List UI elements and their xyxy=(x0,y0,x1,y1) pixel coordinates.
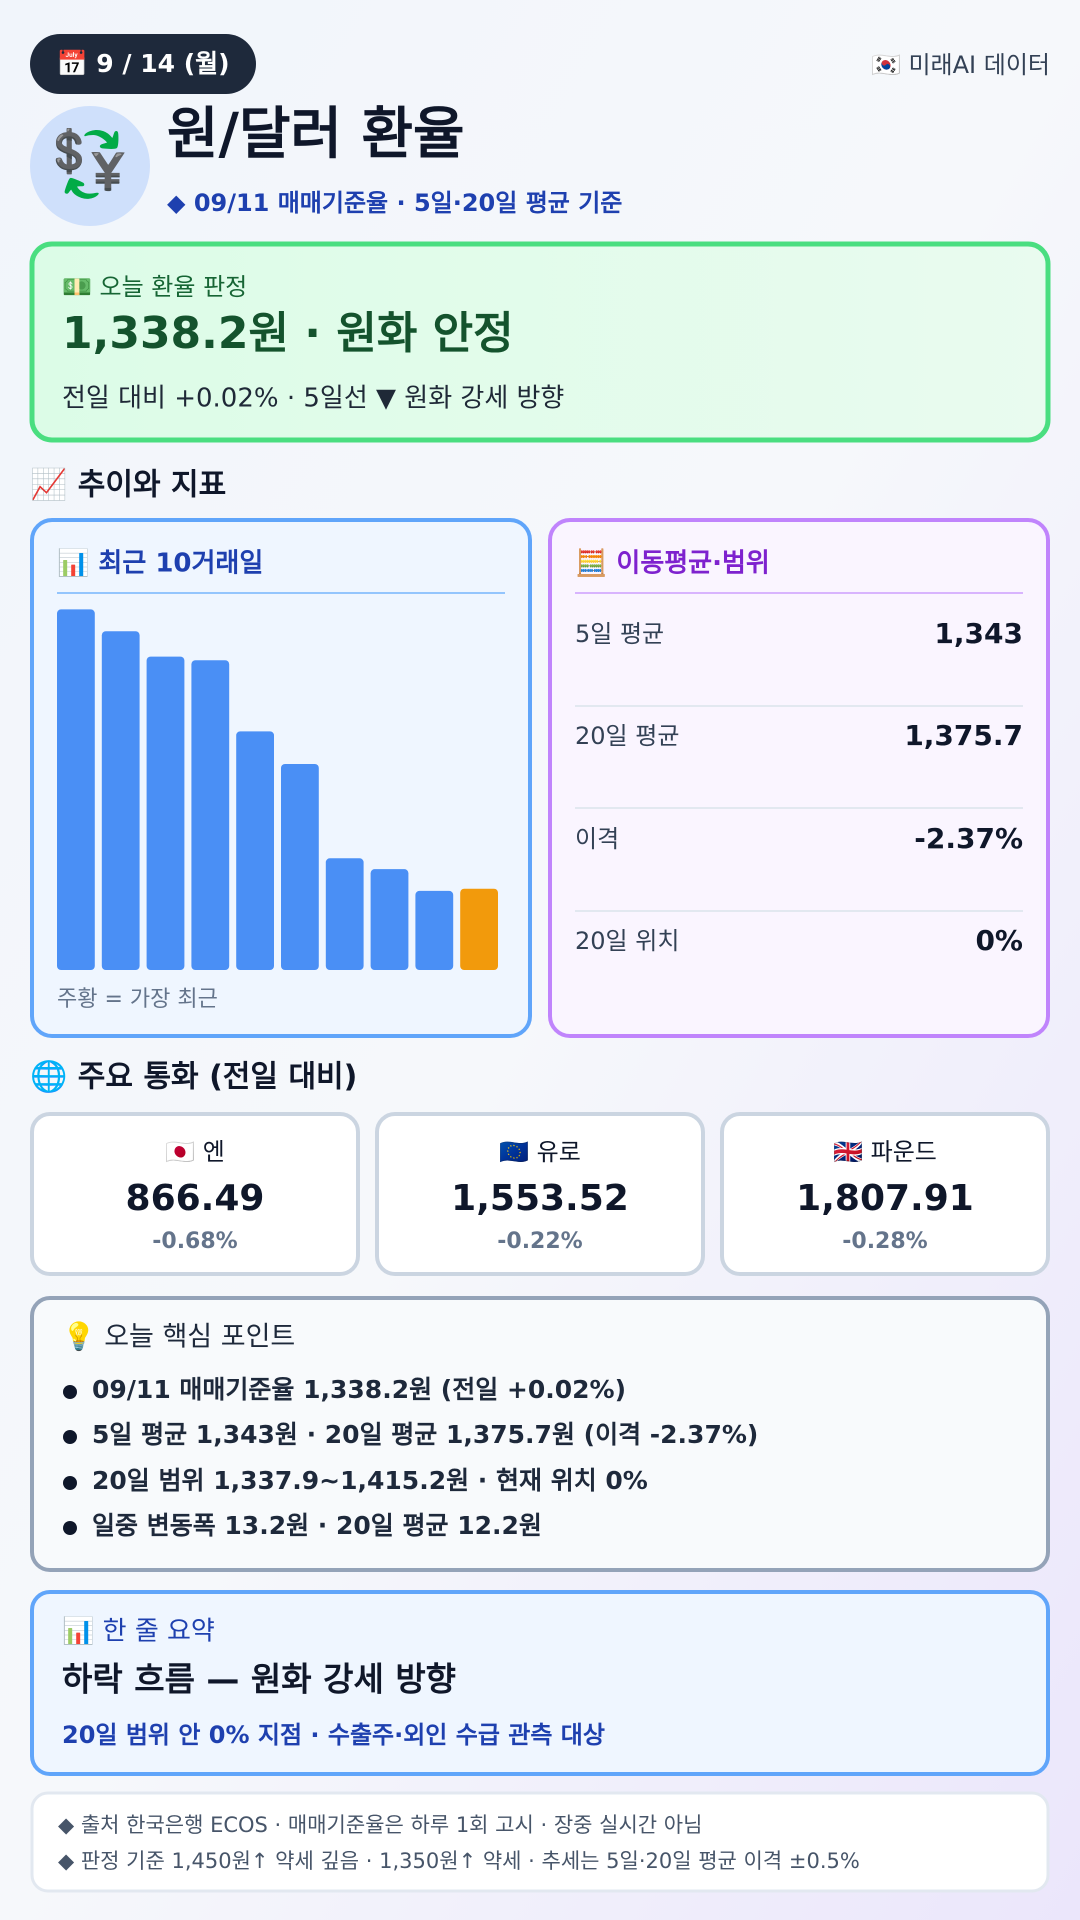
date: 📅 9 / 14 (월) xyxy=(56,49,229,78)
bullet xyxy=(63,1385,77,1399)
bar xyxy=(191,660,230,970)
summary-detail: 20일 범위 안 0% 지점 · 수출주·외인 수급 관측 대상 xyxy=(62,1721,605,1749)
verdict-label: 💵 오늘 환율 판정 xyxy=(62,273,247,301)
date-pill xyxy=(30,34,256,94)
currency-value: 1,807.91 xyxy=(796,1178,974,1219)
ma-label: 5일 평균 xyxy=(575,620,664,648)
ma-value: 1,375.7 xyxy=(904,719,1023,752)
ma-title: 🧮 이동평균·범위 xyxy=(575,548,770,579)
currency-name: 🇪🇺 유로 xyxy=(499,1138,581,1166)
footer-line: ◆ 판정 기준 1,450원↑ 약세 깊음 · 1,350원↑ 약세 · 추세는… xyxy=(58,1849,860,1873)
footer-line: ◆ 출처 한국은행 ECOS · 매매기준율은 하루 1회 고시 · 장중 실시… xyxy=(58,1813,702,1837)
subtitle: ◆ 09/11 매매기준율 · 5일·20일 평균 기준 xyxy=(167,189,622,217)
ma-card xyxy=(548,518,1050,1038)
verdict-headline: 1,338.2원 · 원화 안정 xyxy=(62,308,514,359)
bar xyxy=(415,890,454,970)
footer-card xyxy=(30,1791,1050,1893)
title: 원/달러 환율 xyxy=(167,102,465,167)
verdict-card xyxy=(29,241,1051,443)
bar xyxy=(146,656,185,970)
ma-label: 20일 위치 xyxy=(575,927,679,955)
icon: 💱 xyxy=(50,128,130,202)
ma-label: 이격 xyxy=(575,825,619,853)
currency-card xyxy=(720,1112,1050,1276)
source: 🇰🇷 미래AI 데이터 xyxy=(871,51,1050,79)
bar xyxy=(101,631,140,970)
bullet xyxy=(63,1521,77,1535)
verdict-detail: 전일 대비 +0.02% · 5일선 ▼ 원화 강세 방향 xyxy=(62,384,564,414)
currency-card xyxy=(30,1112,360,1276)
points-title: 💡 오늘 핵심 포인트 xyxy=(62,1321,295,1353)
chart-caption: 주황 = 가장 최근 xyxy=(57,987,218,1012)
point: 20일 범위 1,337.9~1,415.2원 · 현재 위치 0% xyxy=(92,1466,648,1495)
bar xyxy=(236,731,274,970)
point: 09/11 매매기준율 1,338.2원 (전일 +0.02%) xyxy=(92,1375,626,1404)
currency-name: 🇬🇧 파운드 xyxy=(833,1138,937,1166)
ma-value: 0% xyxy=(975,924,1023,957)
section-title: 📈 추이와 지표 xyxy=(30,467,226,503)
section-title: 🌐 주요 통화 (전일 대비) xyxy=(30,1059,357,1095)
currency-change: -0.68% xyxy=(152,1229,237,1254)
bar xyxy=(460,888,498,970)
icon-circle xyxy=(30,106,150,226)
currency-change: -0.28% xyxy=(842,1229,927,1254)
bullet xyxy=(63,1430,77,1444)
currency-card xyxy=(375,1112,705,1276)
bullet xyxy=(63,1476,77,1490)
points-card xyxy=(30,1296,1050,1572)
bar xyxy=(325,858,364,970)
bar xyxy=(370,869,409,970)
bar xyxy=(57,609,95,970)
currency-value: 866.49 xyxy=(126,1178,265,1219)
summary-card xyxy=(30,1590,1050,1776)
ma-value: -2.37% xyxy=(914,822,1023,855)
point: 일중 변동폭 13.2원 · 20일 평균 12.2원 xyxy=(92,1511,542,1540)
chart-title: 📊 최근 10거래일 xyxy=(57,548,263,579)
ma-label: 20일 평균 xyxy=(575,722,679,750)
bars xyxy=(57,609,498,970)
currency-value: 1,553.52 xyxy=(451,1178,629,1219)
ma-value: 1,343 xyxy=(934,617,1023,650)
summary-headline: 하락 흐름 — 원화 강세 방향 xyxy=(62,1660,456,1699)
currency-name: 🇯🇵 엔 xyxy=(165,1138,225,1166)
bar xyxy=(281,763,319,970)
point: 5일 평균 1,343원 · 20일 평균 1,375.7원 (이격 -2.37… xyxy=(92,1420,758,1449)
currency-change: -0.22% xyxy=(497,1229,582,1254)
summary-title: 📊 한 줄 요약 xyxy=(62,1616,215,1647)
